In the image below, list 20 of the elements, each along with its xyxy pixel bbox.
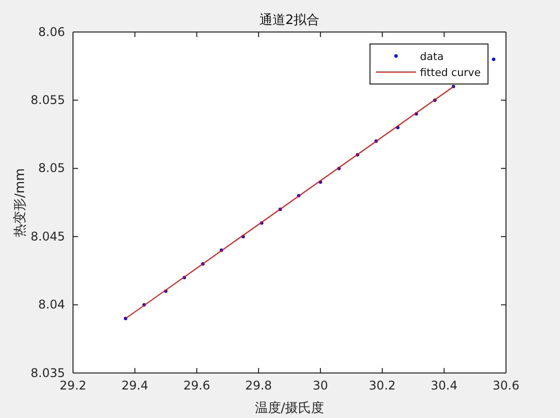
y-tick-label: 8.035: [30, 366, 65, 380]
point: [492, 58, 496, 61]
y-axis-title: 热变形/mm: [13, 168, 28, 237]
x-tick-label: 30: [312, 378, 328, 393]
x-tick-label: 29.6: [183, 378, 210, 393]
chart-title: 通道2拟合: [259, 13, 320, 28]
x-tick-label: 29.4: [122, 378, 148, 393]
x-tick-label: 29.2: [60, 378, 86, 393]
y-tick-label: 8.06: [38, 24, 65, 39]
legend-label: data: [420, 51, 444, 63]
y-tick-label: 8.04: [38, 298, 65, 312]
legend-label: fitted curve: [420, 67, 481, 79]
x-axis-title: 温度/摄氏度: [254, 400, 324, 416]
x-tick-label: 30.6: [492, 378, 520, 393]
y-tick-label: 8.045: [30, 229, 65, 244]
x-tick-label: 29.8: [245, 378, 272, 393]
y-tick-label: 8.055: [30, 93, 65, 108]
x-tick-label: 30.4: [430, 378, 458, 393]
y-tick-label: 8.05: [38, 161, 65, 176]
x-tick-label: 30.2: [368, 378, 396, 393]
